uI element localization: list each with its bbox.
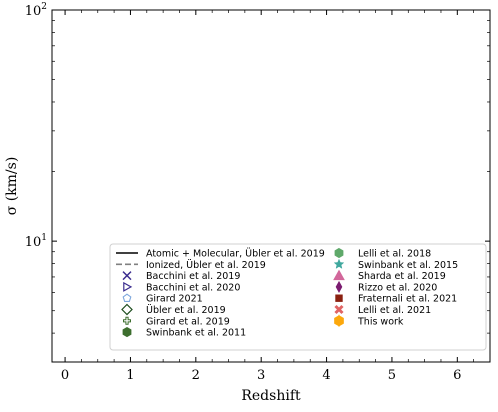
legend-marker-swatch [122, 293, 132, 302]
legend-entry: Swinbank et al. 2011 [122, 327, 246, 339]
legend-entry: Girard 2021 [122, 293, 203, 305]
diamond-marker [121, 303, 133, 316]
triangle-up-marker [333, 269, 345, 281]
legend-marker-swatch [334, 247, 344, 259]
legend-label: Swinbank et al. 2015 [358, 260, 458, 271]
legend-marker-swatch [122, 271, 132, 281]
cross-marker [334, 304, 344, 315]
plus-marker-inner [124, 317, 130, 324]
legend-label: Lelli et al. 2018 [358, 249, 431, 260]
thin-diamond-marker [335, 280, 343, 293]
legend-entry: Lelli et al. 2018 [334, 247, 431, 260]
x-tick-label: 1 [126, 368, 134, 383]
legend-entry: Bacchini et al. 2020 [123, 281, 240, 293]
x-marker [122, 271, 132, 281]
legend-label: Swinbank et al. 2011 [146, 328, 246, 339]
legend-entry: Ionized, Übler et al. 2019 [116, 260, 266, 271]
y-axis-label: σ (km/s) [4, 157, 20, 216]
legend-marker-swatch [122, 327, 132, 338]
legend-entry: Girard et al. 2019 [123, 316, 230, 327]
x-tick-label: 5 [388, 368, 396, 383]
legend-label: Übler et al. 2019 [146, 305, 226, 316]
legend-marker-swatch [123, 316, 131, 325]
x-tick-label: 2 [192, 368, 200, 383]
legend-marker-swatch [333, 258, 345, 269]
pentagon-marker [122, 293, 132, 302]
y-tick-label: 101 [25, 233, 47, 250]
legend-entry: Lelli et al. 2021 [334, 304, 431, 316]
legend-marker-swatch [121, 303, 133, 316]
legend-entry: Atomic + Molecular, Übler et al. 2019 [116, 249, 325, 260]
legend-label: Girard et al. 2019 [146, 316, 230, 327]
legend-entry: Rizzo et al. 2020 [335, 280, 437, 293]
legend-entry: Fraternali et al. 2021 [335, 294, 457, 305]
legend-marker-swatch [334, 304, 344, 315]
legend-label: Rizzo et al. 2020 [358, 282, 437, 293]
square-marker [335, 294, 343, 302]
legend-label: Bacchini et al. 2020 [146, 282, 240, 293]
star-marker [333, 258, 345, 269]
legend-entry: This work [334, 314, 404, 327]
legend-label: Sharda et al. 2019 [358, 271, 446, 282]
x-axis-label: Redshift [241, 388, 301, 404]
legend-label: Bacchini et al. 2019 [146, 271, 240, 282]
legend-box [109, 243, 487, 351]
legend-entry: Übler et al. 2019 [121, 303, 226, 316]
legend-label: Lelli et al. 2021 [358, 305, 431, 316]
x-tick-label: 0 [61, 368, 69, 383]
legend-entry: Bacchini et al. 2019 [122, 271, 240, 282]
x-tick-label: 6 [453, 368, 461, 383]
legend-marker-swatch [333, 269, 345, 281]
legend-label: Fraternali et al. 2021 [358, 294, 457, 305]
legend-marker-swatch [335, 280, 343, 293]
x-tick-label: 4 [322, 368, 330, 383]
legend-entry: Swinbank et al. 2015 [333, 258, 458, 271]
legend-entry: Sharda et al. 2019 [333, 269, 446, 282]
legend-label: Ionized, Übler et al. 2019 [146, 260, 266, 271]
legend-marker-swatch [335, 294, 343, 302]
x-tick-label: 3 [257, 368, 265, 383]
y-tick-label: 102 [25, 2, 47, 19]
legend-marker-swatch [123, 281, 133, 292]
legend-label: Atomic + Molecular, Übler et al. 2019 [146, 249, 325, 260]
triangle-right-marker [123, 281, 133, 292]
legend-label: This work [357, 316, 404, 327]
hexagon-marker [334, 247, 344, 259]
hexagon-marker [122, 327, 132, 338]
legend: Atomic + Molecular, Übler et al. 2019Ion… [109, 243, 487, 351]
legend-label: Girard 2021 [146, 294, 203, 305]
